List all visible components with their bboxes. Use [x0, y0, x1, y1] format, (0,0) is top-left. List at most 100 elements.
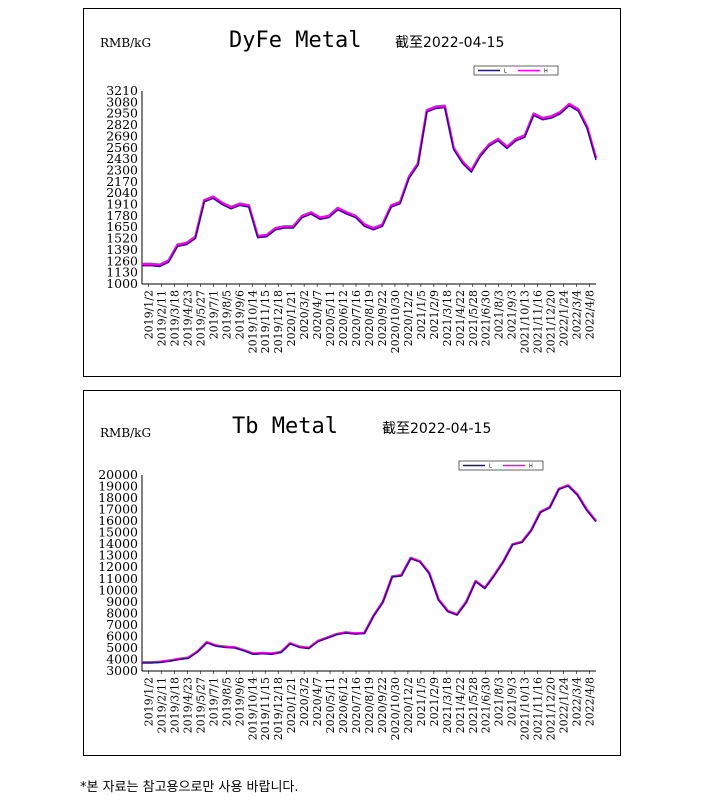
plot-area: 1000113012601390152016501780191020402170… [106, 65, 598, 353]
y-tick-label: 17000 [98, 502, 138, 517]
x-tick-label: 2020/12/2 [402, 290, 415, 346]
legend-label-H: H [529, 464, 533, 470]
legend-label-L: L [504, 69, 507, 75]
y-tick-label: 9000 [106, 594, 138, 609]
y-tick-label: 12000 [98, 559, 138, 574]
y-tick-label: 1650 [106, 219, 138, 234]
x-tick-label: 2021/5/28 [467, 290, 480, 346]
x-tick-label: 2019/11/15 [259, 677, 272, 740]
x-tick-label: 2022/4/8 [584, 290, 597, 339]
y-tick-label: 8000 [106, 605, 138, 620]
chart-unit-label: RMB/kG [100, 426, 151, 440]
y-tick-label: 14000 [98, 536, 138, 551]
x-tick-label: 2021/9/3 [506, 290, 519, 339]
series-line-L [142, 485, 597, 664]
x-tick-label: 2020/8/19 [363, 290, 376, 346]
x-tick-label: 2020/7/16 [350, 290, 363, 346]
x-tick-label: 2021/4/22 [454, 677, 467, 733]
x-tick-label: 2022/3/4 [571, 290, 584, 339]
y-tick-label: 13000 [98, 548, 138, 563]
y-tick-label: 1260 [106, 253, 138, 268]
y-tick-label: 15000 [98, 525, 138, 540]
x-tick-label: 2020/4/7 [311, 290, 324, 339]
x-tick-label: 2019/2/11 [155, 290, 168, 346]
y-tick-label: 2430 [106, 151, 138, 166]
y-tick-label: 10000 [98, 582, 138, 597]
x-tick-label: 2020/12/2 [402, 677, 415, 733]
x-tick-label: 2021/10/13 [519, 677, 532, 740]
x-tick-label: 2020/9/22 [376, 290, 389, 346]
y-tick-label: 20000 [98, 467, 138, 482]
y-tick-label: 1910 [106, 197, 138, 212]
y-tick-label: 2690 [106, 128, 138, 143]
series-line-H [142, 102, 598, 267]
x-tick-label: 2021/8/3 [493, 677, 506, 726]
x-tick-label: 2019/1/2 [142, 677, 155, 726]
x-tick-label: 2019/9/6 [233, 290, 246, 339]
x-tick-label: 2021/1/5 [415, 290, 428, 339]
y-tick-label: 2560 [106, 140, 138, 155]
x-tick-label: 2020/1/21 [285, 290, 298, 346]
x-tick-label: 2019/3/18 [168, 677, 181, 733]
plot-area: 3000400050006000700080009000100001100012… [98, 460, 598, 740]
x-tick-label: 2020/4/7 [311, 677, 324, 726]
series-line-H [142, 484, 598, 664]
y-tick-label: 1390 [106, 242, 138, 257]
y-tick-label: 16000 [98, 513, 138, 528]
x-tick-label: 2019/12/18 [272, 290, 285, 353]
x-tick-label: 2021/8/3 [493, 290, 506, 339]
x-tick-label: 2021/2/9 [428, 677, 441, 726]
x-tick-label: 2021/12/20 [545, 677, 558, 740]
x-tick-label: 2019/10/14 [246, 677, 259, 740]
x-tick-label: 2021/1/5 [415, 677, 428, 726]
x-tick-label: 2020/5/11 [324, 677, 337, 733]
x-tick-label: 2020/10/30 [389, 677, 402, 740]
y-tick-label: 6000 [106, 628, 138, 643]
x-tick-label: 2020/8/19 [363, 677, 376, 733]
x-tick-label: 2020/6/12 [337, 290, 350, 346]
y-tick-label: 1520 [106, 231, 138, 246]
x-tick-label: 2021/11/16 [532, 290, 545, 353]
x-tick-label: 2020/1/21 [285, 677, 298, 733]
chart-title: DyFe Metal [229, 28, 361, 53]
y-tick-label: 4000 [106, 651, 138, 666]
y-tick-label: 2300 [106, 162, 138, 177]
x-tick-label: 2019/7/1 [207, 677, 220, 726]
x-tick-label: 2020/9/22 [376, 677, 389, 733]
x-tick-label: 2021/6/30 [480, 677, 493, 733]
legend-box [473, 65, 559, 76]
x-tick-label: 2021/5/28 [467, 677, 480, 733]
dyfe-chart: RMB/kG DyFe Metal 截至2022-04-15 100011301… [100, 28, 598, 353]
x-tick-label: 2019/4/23 [181, 677, 194, 733]
y-tick-label: 19000 [98, 479, 138, 494]
x-tick-label: 2019/4/23 [181, 290, 194, 346]
y-tick-label: 1780 [106, 208, 138, 223]
legend-label-H: H [544, 69, 548, 75]
x-tick-label: 2019/5/27 [194, 290, 207, 346]
x-tick-label: 2021/10/13 [519, 290, 532, 353]
y-tick-label: 11000 [98, 571, 138, 586]
dyfe-chart-panel: RMB/kG DyFe Metal 截至2022-04-15 1000 1130 1… [83, 8, 621, 377]
x-tick-label: 2019/11/15 [259, 290, 272, 353]
y-tick-label: 2170 [106, 174, 138, 189]
x-tick-label: 2022/4/8 [584, 677, 597, 726]
x-tick-label: 2020/7/16 [350, 677, 363, 733]
tb-chart: RMB/kG Tb Metal 截至2022-04-15 30004000500… [98, 414, 598, 740]
x-tick-label: 2019/7/1 [207, 290, 220, 339]
x-tick-label: 2020/3/2 [298, 677, 311, 726]
x-tick-label: 2021/4/22 [454, 290, 467, 346]
as-of-date: 截至2022-04-15 [395, 35, 504, 51]
x-tick-label: 2022/3/4 [571, 677, 584, 726]
x-tick-label: 2021/6/30 [480, 290, 493, 346]
y-tick-label: 1000 [106, 276, 138, 291]
y-tick-label: 2950 [106, 106, 138, 121]
chart-unit-label: RMB/kG [100, 36, 151, 50]
y-tick-label: 7000 [106, 617, 138, 632]
y-tick-label: 3210 [106, 83, 138, 98]
y-tick-label: 2820 [106, 117, 138, 132]
x-tick-label: 2019/10/14 [246, 290, 259, 353]
footnote: *본 자료는 참고용으로만 사용 바랍니다. [80, 780, 299, 795]
x-tick-label: 2019/8/5 [220, 677, 233, 726]
as-of-date: 截至2022-04-15 [382, 421, 491, 437]
y-tick-label: 1130 [106, 265, 138, 280]
